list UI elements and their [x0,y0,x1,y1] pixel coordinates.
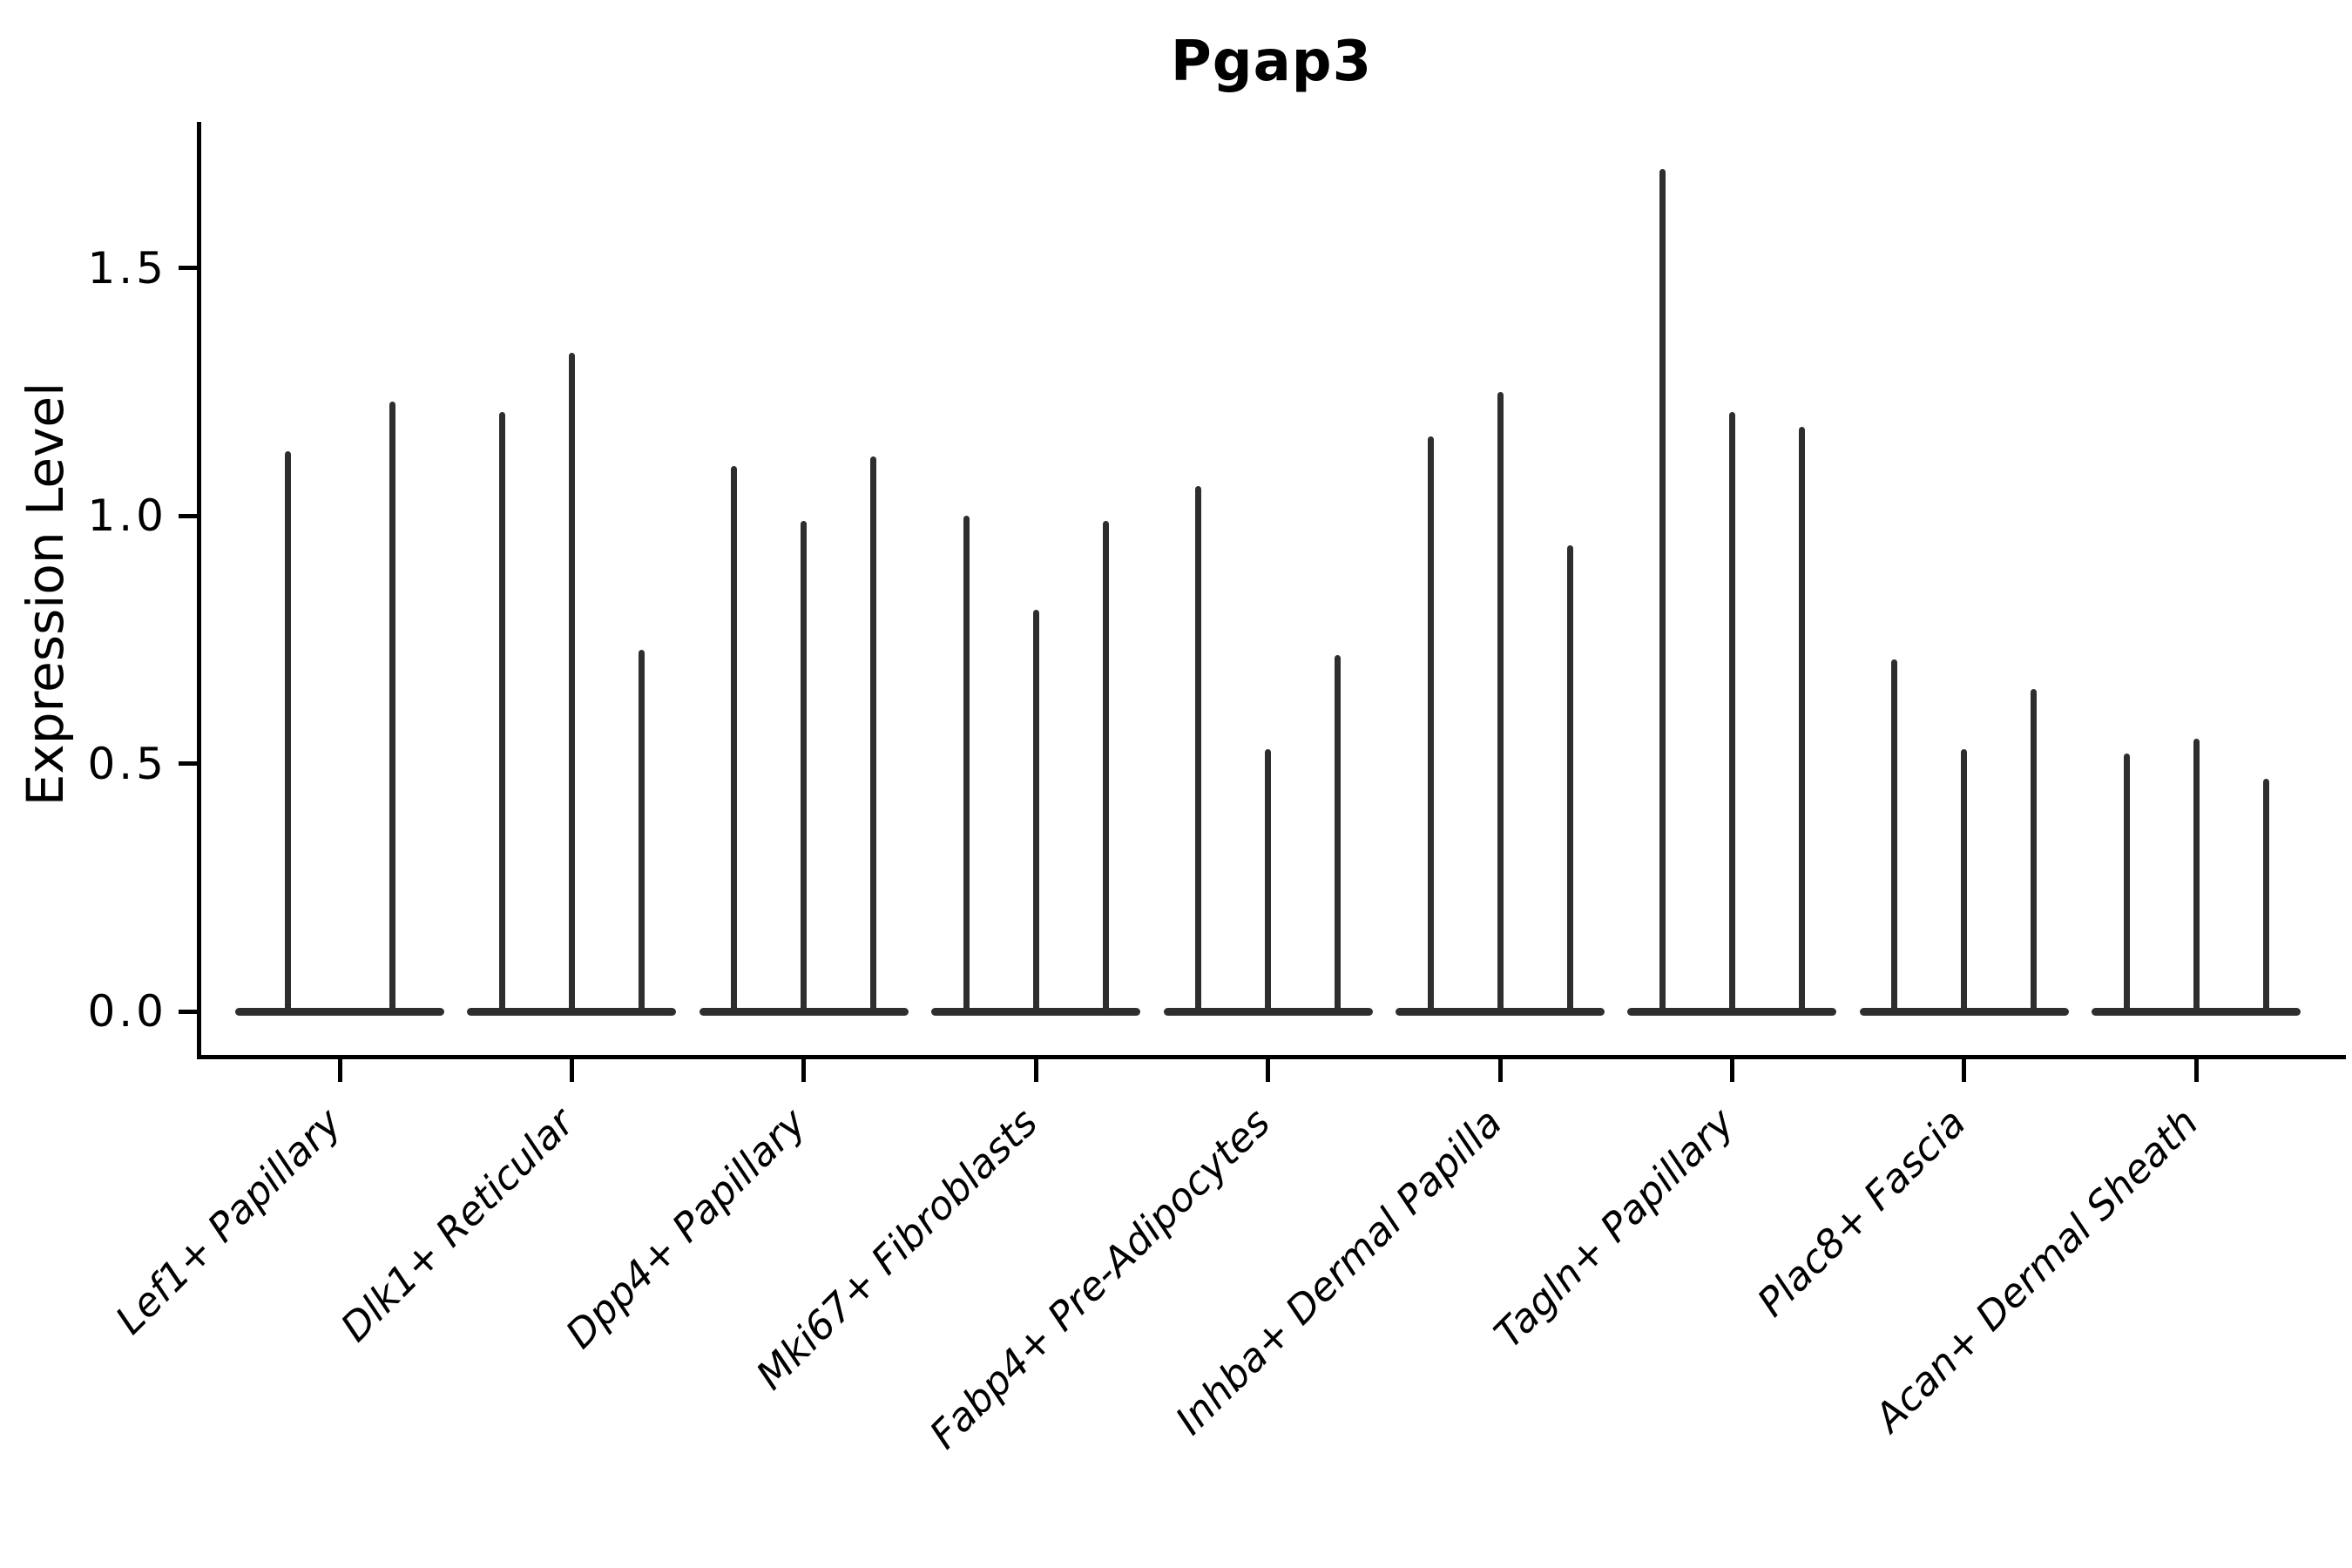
violin-spike [963,516,970,1015]
category-label: Tagln+ Papillary [1484,1098,1743,1357]
chart-title: Pgap3 [1170,30,1373,94]
y-tick-label: 0.0 [87,986,167,1037]
violin-spike [1961,748,1968,1015]
violin-spike [1497,392,1504,1015]
category-label: Dlk1+ Reticular [331,1098,583,1351]
violin-spike [1427,436,1434,1015]
violin-spike [1728,411,1735,1015]
violin-spike [731,466,738,1015]
y-tick-label: 1.0 [87,490,167,542]
x-axis-tick [337,1059,342,1082]
violin-spike [1566,545,1573,1015]
violin-spike [1798,426,1805,1015]
x-axis-tick [1266,1059,1271,1082]
violin-spike [568,352,575,1015]
violin-spike [1891,659,1898,1015]
violin-spike [498,411,505,1015]
violin-zero-baseline [235,1008,444,1016]
x-axis-tick [1033,1059,1038,1082]
x-axis-tick [801,1059,807,1082]
category-label: Dpp4+ Papillary [556,1098,815,1358]
y-axis-tick [179,266,201,271]
violin-spike [2123,754,2130,1015]
x-axis-tick [1729,1059,1734,1082]
y-tick-label: 0.5 [87,738,167,789]
x-axis-tick [2193,1059,2199,1082]
violin-spike [1195,486,1202,1015]
category-label: Plac8+ Fascia [1748,1098,1976,1326]
y-tick-label: 1.5 [87,242,167,294]
violin-spike [2031,689,2038,1015]
violin-spike [801,520,808,1015]
x-axis-tick [569,1059,574,1082]
plot-area [197,122,2346,1059]
violin-spike [870,456,877,1015]
violin-spike [1032,610,1039,1015]
violin-spike [1659,169,1666,1015]
violin-spike [389,402,395,1015]
y-axis-tick [179,1009,201,1014]
y-axis-tick [179,761,201,767]
violin-spike [1102,520,1109,1015]
category-label: Lef1+ Papillary [106,1098,351,1343]
violin-spike [1335,654,1342,1015]
x-axis-tick [1962,1059,1967,1082]
y-axis-tick [179,513,201,518]
violin-spike [2262,778,2269,1015]
violin-spike [284,451,291,1015]
violin-spike [1265,748,1272,1015]
violin-spike [638,649,645,1015]
x-axis-tick [1497,1059,1503,1082]
violin-spike [2193,739,2200,1015]
